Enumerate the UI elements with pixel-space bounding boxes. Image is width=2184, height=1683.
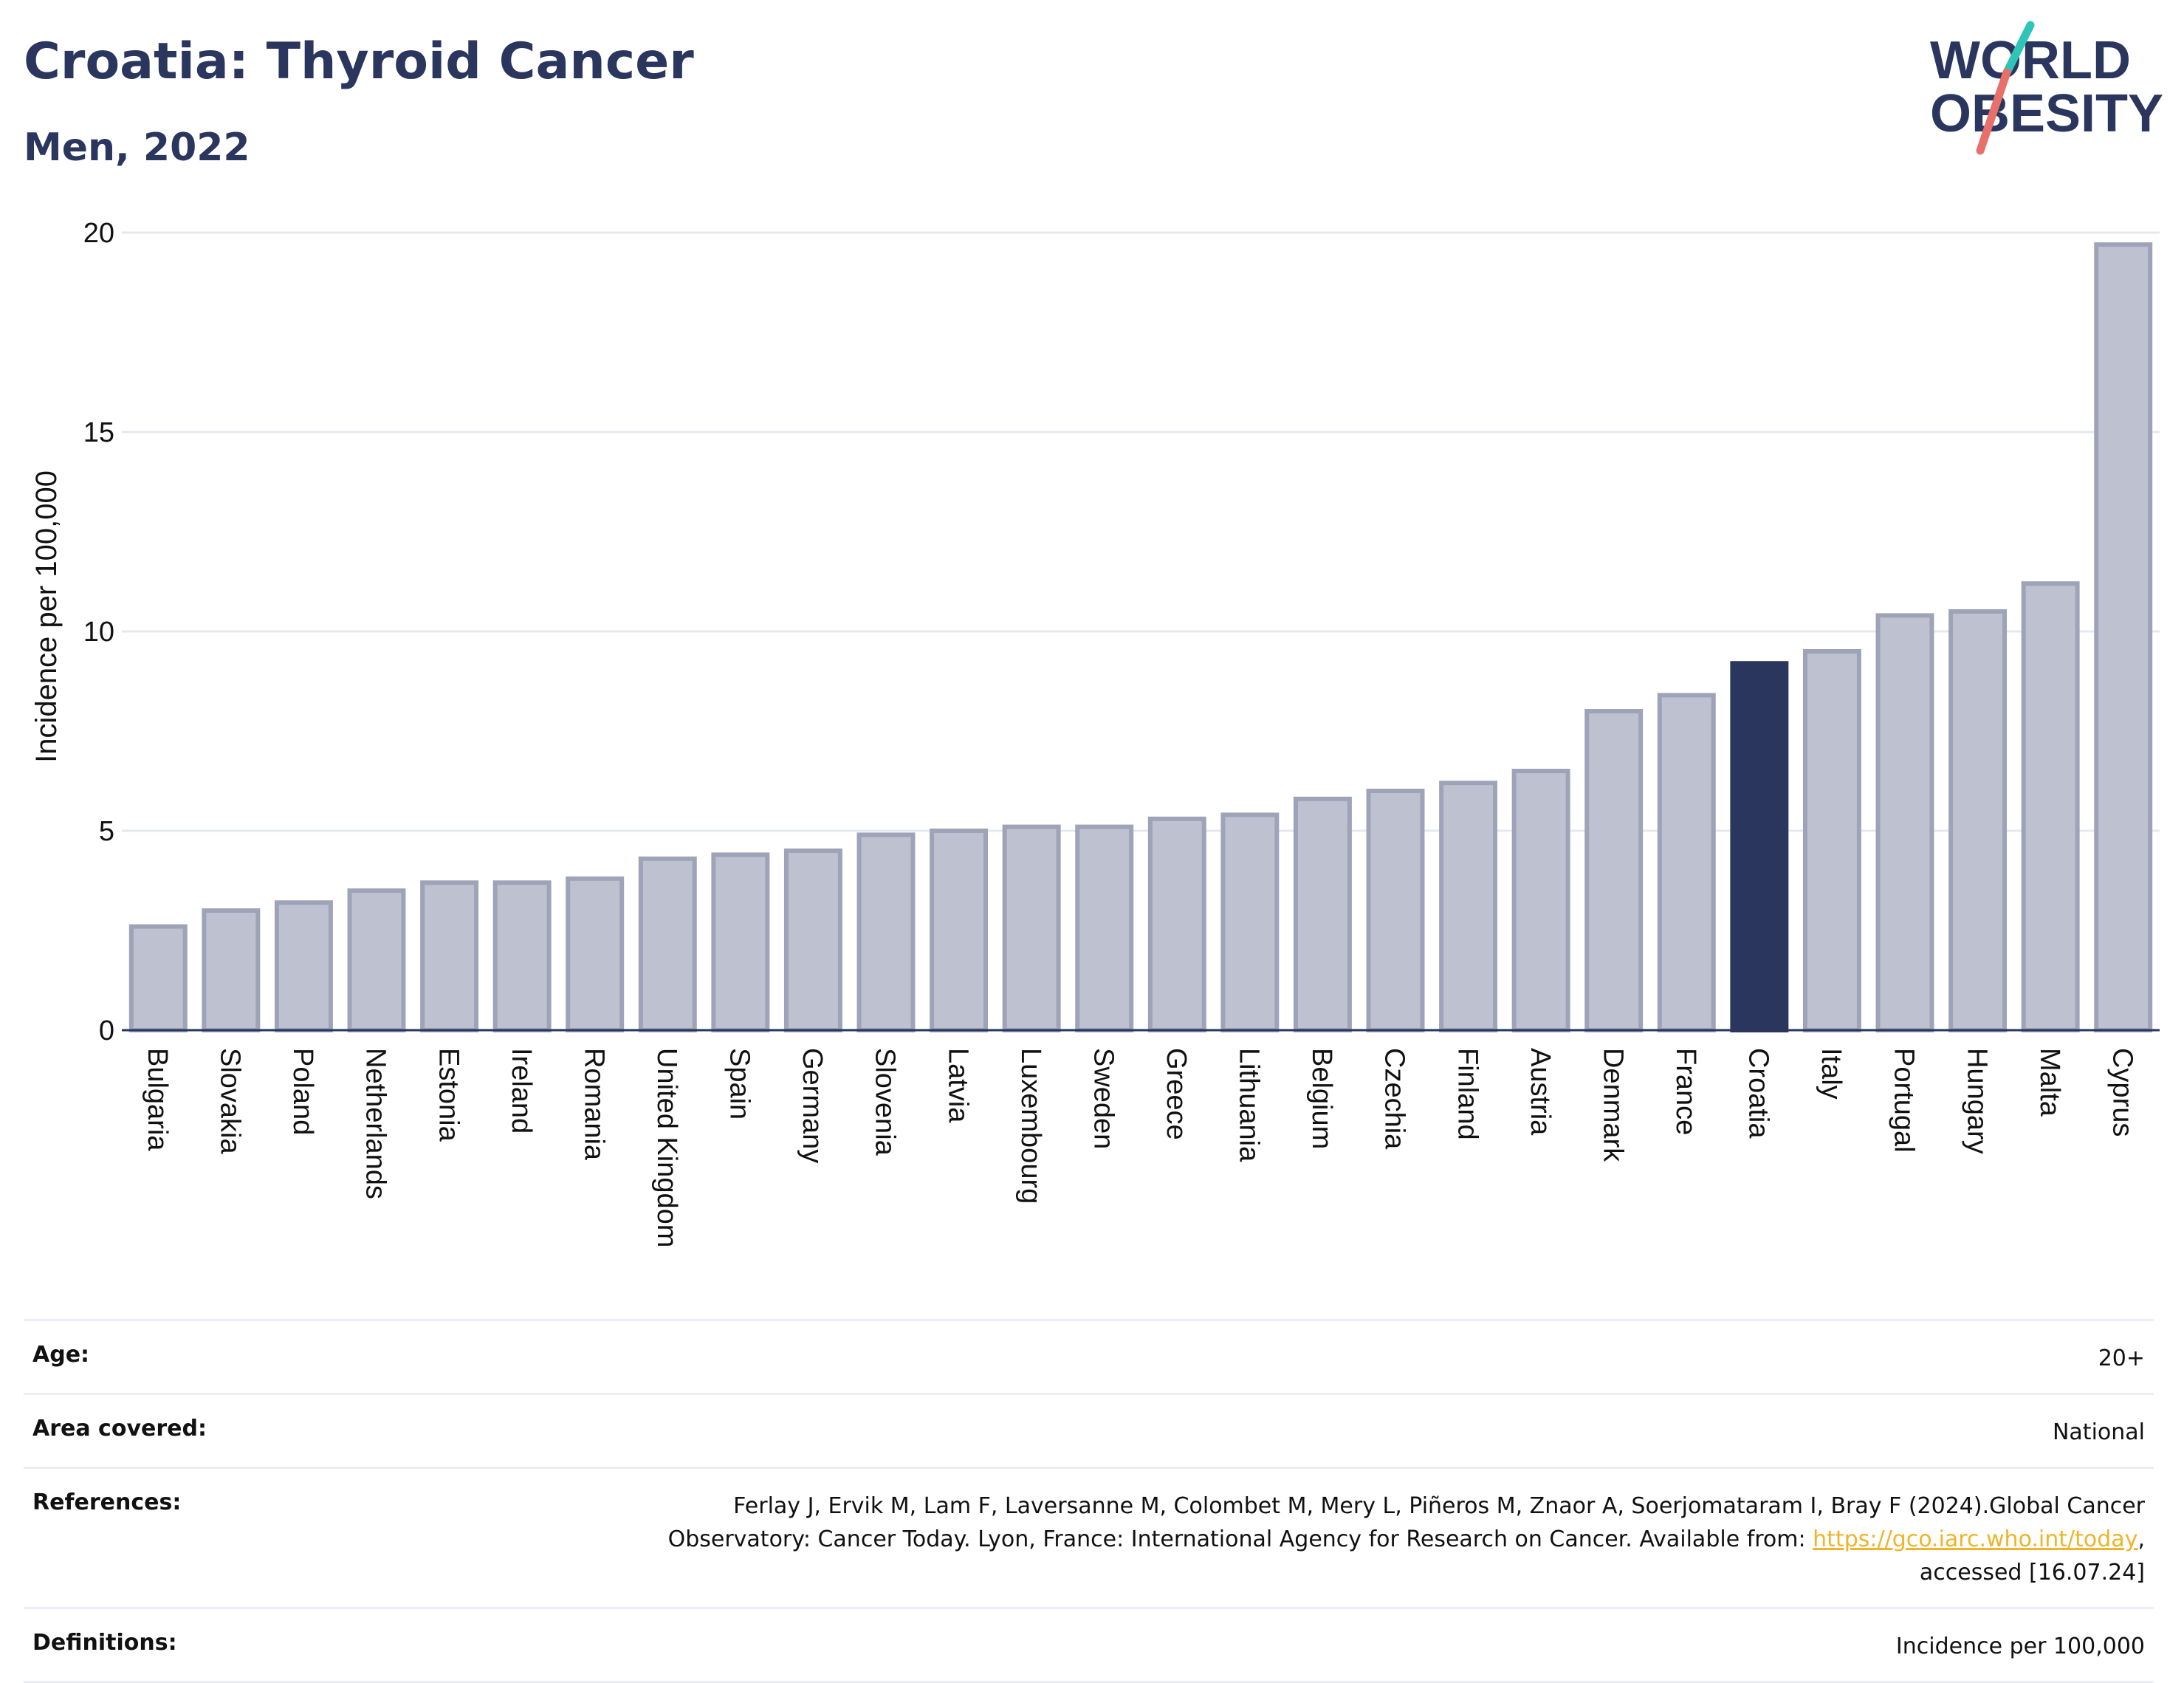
- info-row-references: References: Ferlay J, Ervik M, Lam F, La…: [24, 1467, 2154, 1607]
- y-tick-label: 15: [83, 417, 114, 448]
- x-tick-label: Croatia: [1743, 1048, 1774, 1139]
- x-tick-label: Bulgaria: [142, 1048, 173, 1151]
- references-line-2: Observatory: Cancer Today. Lyon, France:…: [667, 1526, 1813, 1552]
- x-tick-label: United Kingdom: [651, 1048, 682, 1247]
- chart-subtitle: Men, 2022: [24, 126, 250, 170]
- bar-greece: [1147, 816, 1206, 1033]
- x-tick-label: Netherlands: [360, 1048, 391, 1199]
- bar-slovenia: [856, 832, 916, 1033]
- bar-latvia: [930, 829, 989, 1032]
- y-tick-label: 0: [99, 1015, 114, 1046]
- y-tick-label: 5: [99, 816, 114, 847]
- x-tick-label: Greece: [1161, 1048, 1192, 1140]
- logo-text-obesity: OBESITY: [1930, 84, 2163, 143]
- bar-cyprus: [2094, 242, 2153, 1033]
- area-label: Area covered:: [32, 1416, 207, 1442]
- bar-united-kingdom: [638, 856, 697, 1033]
- x-tick-label: Czechia: [1379, 1048, 1410, 1150]
- x-tick-label: Denmark: [1597, 1048, 1628, 1162]
- y-tick-label: 10: [83, 617, 114, 648]
- bar-malta: [2021, 581, 2080, 1032]
- references-line-2-end: ,: [2137, 1526, 2145, 1552]
- chart-title: Croatia: Thyroid Cancer: [24, 32, 694, 91]
- bar-denmark: [1584, 709, 1644, 1032]
- bars: [128, 242, 2153, 1033]
- logo-slash-red: [1976, 68, 2011, 155]
- x-tick-label: Slovakia: [215, 1048, 246, 1154]
- bar-estonia: [420, 880, 479, 1032]
- x-tick-label: Belgium: [1306, 1048, 1337, 1149]
- info-table: Age: 20+ Area covered: National Referenc…: [24, 1319, 2154, 1683]
- bar-chart: 0 5 10 15 20 Bulgaria Slovakia Poland Netherlan…: [30, 218, 2160, 1247]
- area-value: National: [2052, 1419, 2145, 1445]
- bar-poland: [274, 900, 333, 1032]
- references-value: Ferlay J, Ervik M, Lam F, Laversanne M, …: [668, 1490, 2145, 1589]
- x-tick-label: Poland: [287, 1048, 318, 1135]
- bar-france: [1657, 693, 1716, 1033]
- x-tick-label: Austria: [1525, 1048, 1556, 1136]
- bar-luxembourg: [1002, 824, 1061, 1032]
- info-row-definitions: Definitions: Incidence per 100,000: [24, 1607, 2154, 1683]
- x-tick-label: Hungary: [1961, 1048, 1992, 1154]
- bar-croatia: [1730, 661, 1789, 1032]
- bar-lithuania: [1220, 812, 1280, 1033]
- x-tick-label: Latvia: [942, 1048, 973, 1123]
- y-axis-label: Incidence per 100,000: [30, 470, 63, 763]
- x-tick-label: Germany: [797, 1048, 828, 1163]
- bar-slovakia: [202, 908, 261, 1032]
- x-tick-label: France: [1670, 1048, 1701, 1135]
- definitions-value: Incidence per 100,000: [1895, 1634, 2145, 1659]
- bar-spain: [711, 852, 770, 1033]
- x-tick-label: Sweden: [1088, 1048, 1119, 1149]
- x-tick-label: Portugal: [1889, 1048, 1920, 1153]
- info-row-area: Area covered: National: [24, 1393, 2154, 1467]
- info-row-age: Age: 20+: [24, 1319, 2154, 1393]
- y-tick-label: 20: [83, 218, 114, 249]
- x-tick-label: Romania: [578, 1048, 609, 1161]
- x-tick-label: Lithuania: [1234, 1048, 1265, 1162]
- references-line-1: Ferlay J, Ervik M, Lam F, Laversanne M, …: [733, 1493, 2145, 1519]
- bar-romania: [566, 876, 625, 1033]
- bar-italy: [1802, 649, 1861, 1032]
- bar-netherlands: [347, 888, 406, 1032]
- bar-sweden: [1075, 824, 1134, 1032]
- x-axis-ticks: Bulgaria Slovakia Poland Netherlands Estonia…: [142, 1048, 2137, 1247]
- x-tick-label: Spain: [724, 1048, 755, 1120]
- x-tick-label: Italy: [1816, 1048, 1847, 1100]
- x-tick-label: Luxembourg: [1015, 1048, 1046, 1204]
- x-tick-label: Cyprus: [2106, 1048, 2137, 1137]
- x-tick-label: Slovenia: [870, 1048, 901, 1156]
- references-link[interactable]: https://gco.iarc.who.int/today: [1813, 1526, 2138, 1552]
- bar-belgium: [1293, 796, 1352, 1033]
- bar-bulgaria: [128, 924, 188, 1032]
- age-label: Age:: [32, 1342, 90, 1368]
- references-label: References:: [32, 1490, 182, 1515]
- age-value: 20+: [2098, 1346, 2145, 1371]
- bar-ireland: [492, 880, 552, 1032]
- bar-austria: [1511, 769, 1570, 1032]
- x-tick-label: Estonia: [433, 1048, 464, 1142]
- bar-portugal: [1875, 613, 1934, 1032]
- x-tick-label: Malta: [2034, 1048, 2065, 1117]
- references-line-3: accessed [16.07.24]: [1919, 1560, 2145, 1586]
- bar-germany: [783, 849, 842, 1032]
- x-tick-label: Finland: [1452, 1048, 1483, 1140]
- bar-hungary: [1948, 609, 2008, 1032]
- bar-finland: [1439, 781, 1498, 1032]
- logo-slash-teal: [2002, 21, 2035, 77]
- y-axis-ticks: 0 5 10 15 20: [83, 218, 114, 1046]
- world-obesity-logo: WORLD OBESITY: [1930, 21, 2163, 155]
- logo-text-world: WORLD: [1930, 31, 2131, 90]
- bar-czechia: [1366, 789, 1425, 1032]
- x-tick-label: Ireland: [506, 1048, 537, 1134]
- definitions-label: Definitions:: [32, 1630, 177, 1656]
